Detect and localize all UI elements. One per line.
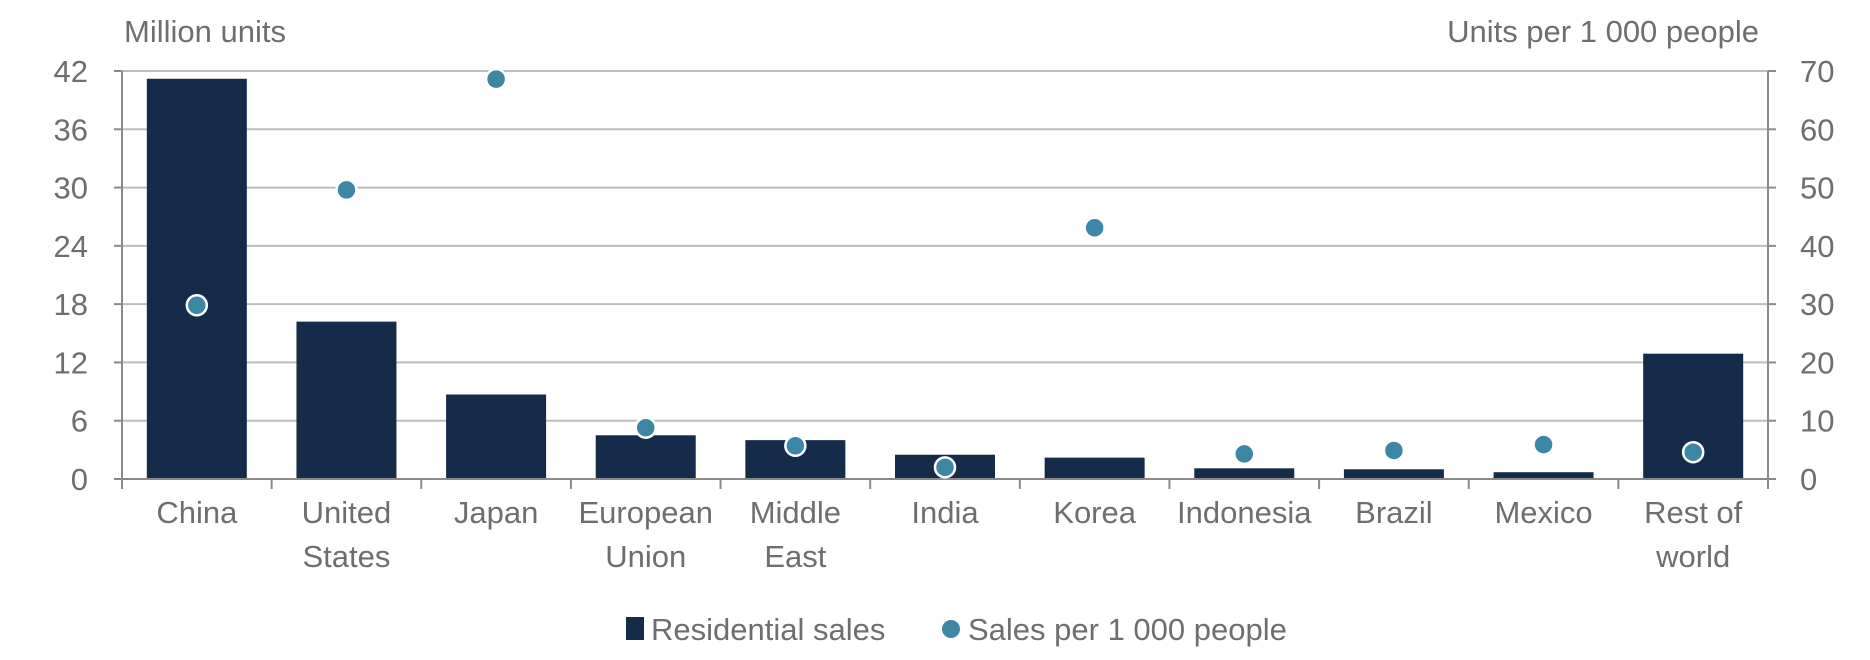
scatter-point bbox=[1532, 433, 1555, 456]
right-tick-label: 10 bbox=[1800, 404, 1834, 439]
x-tick-label: European Union bbox=[579, 495, 713, 574]
right-tick-label: 0 bbox=[1800, 462, 1817, 497]
x-tick-label: Rest of world bbox=[1644, 495, 1743, 574]
x-tick-label: India bbox=[911, 495, 979, 530]
x-tick-label: Indonesia bbox=[1177, 495, 1312, 530]
legend-label-residential-sales: Residential sales bbox=[651, 612, 885, 647]
right-tick-label: 50 bbox=[1800, 171, 1834, 206]
left-tick-label: 24 bbox=[54, 229, 88, 264]
legend-swatch-residential-sales bbox=[626, 617, 644, 640]
scatter-point bbox=[1382, 439, 1406, 462]
bar-series bbox=[146, 78, 1744, 480]
left-tick-label: 6 bbox=[71, 404, 88, 439]
left-tick-label: 42 bbox=[54, 54, 88, 89]
bar bbox=[146, 78, 247, 480]
right-axis-title: Units per 1 000 people bbox=[1447, 14, 1759, 49]
right-tick-label: 30 bbox=[1800, 287, 1834, 322]
legend-marker-sales-per-1000-people bbox=[942, 620, 960, 638]
x-tick-label: Middle East bbox=[750, 495, 841, 574]
legend: Residential sales Sales per 1 000 people bbox=[626, 612, 1287, 647]
x-axis-labels: China United States Japan European Union Middl… bbox=[156, 495, 1742, 574]
right-axis-ticks: 0 10 20 30 40 50 60 70 bbox=[1800, 54, 1834, 497]
left-tick-label: 0 bbox=[71, 462, 88, 497]
scatter-point bbox=[1083, 216, 1106, 240]
x-tick-label: United States bbox=[302, 495, 392, 574]
scatter-point bbox=[634, 416, 657, 439]
scatter-point bbox=[1681, 440, 1705, 464]
bar bbox=[1044, 457, 1145, 479]
left-tick-label: 18 bbox=[54, 287, 88, 322]
scatter-point bbox=[1233, 442, 1256, 466]
bar bbox=[296, 321, 397, 479]
x-tick-label: Korea bbox=[1053, 495, 1136, 530]
bar bbox=[595, 435, 696, 479]
axes bbox=[114, 70, 1776, 489]
bar bbox=[1343, 469, 1444, 479]
x-tick-label: China bbox=[156, 495, 238, 530]
x-tick-label: Brazil bbox=[1355, 495, 1433, 530]
bar bbox=[446, 394, 547, 479]
right-tick-label: 70 bbox=[1800, 54, 1834, 89]
left-axis-ticks: 0 6 12 18 24 30 36 42 bbox=[54, 54, 88, 497]
scatter-point bbox=[335, 178, 358, 202]
x-tick-label: Mexico bbox=[1494, 495, 1592, 530]
legend-label-sales-per-1000-people: Sales per 1 000 people bbox=[968, 612, 1287, 647]
right-tick-label: 20 bbox=[1800, 345, 1834, 380]
left-tick-label: 30 bbox=[54, 171, 88, 206]
scatter-point bbox=[784, 434, 807, 458]
x-tick-label: Japan bbox=[454, 495, 538, 530]
right-tick-label: 60 bbox=[1800, 112, 1834, 147]
scatter-point bbox=[933, 456, 957, 479]
scatter-point bbox=[185, 294, 209, 317]
left-axis-title: Million units bbox=[124, 14, 286, 49]
bar bbox=[1194, 468, 1295, 479]
left-tick-label: 12 bbox=[54, 345, 88, 380]
right-tick-label: 40 bbox=[1800, 229, 1834, 264]
bar bbox=[1493, 472, 1594, 479]
scatter-series bbox=[185, 67, 1705, 479]
scatter-point bbox=[484, 67, 508, 91]
left-tick-label: 36 bbox=[54, 112, 88, 147]
